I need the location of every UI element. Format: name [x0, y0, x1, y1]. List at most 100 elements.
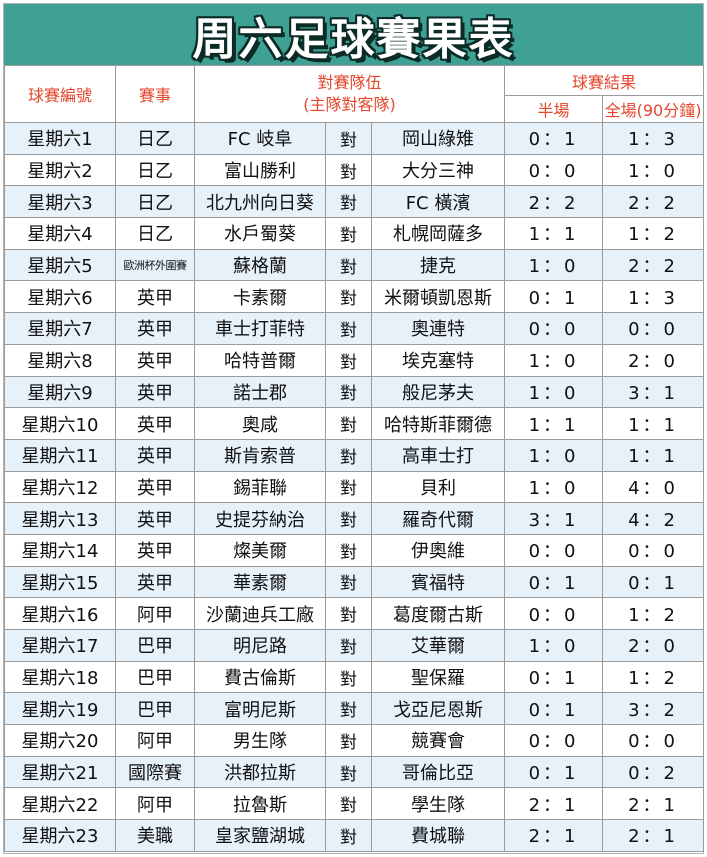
vs-cell: 對: [325, 660, 372, 694]
table-row: 星期六1 日乙 FC 岐阜對岡山綠雉 0：1 1：3: [4, 122, 705, 155]
match-no-cell: 星期六20: [4, 724, 116, 757]
event-cell: 英甲: [115, 565, 195, 599]
vs-cell: 對: [325, 629, 372, 662]
away-team-cell: 米爾頓凱恩斯: [370, 280, 506, 314]
away-team-cell: 貝利: [370, 470, 506, 504]
full-time-score-cell: 1：3: [602, 122, 705, 155]
half-time-score-cell: 0：1: [504, 280, 604, 314]
away-team-cell: 岡山綠雉: [370, 122, 506, 155]
away-team-cell: 哥倫比亞: [370, 755, 506, 789]
match-no-cell: 星期六5: [4, 248, 116, 282]
page-title: 周六足球賽果表: [192, 13, 515, 65]
home-team-cell: 洪都拉斯: [194, 755, 326, 789]
away-team-cell: 費城聯: [370, 819, 506, 852]
full-time-score-cell: 1：2: [602, 660, 705, 694]
header-result: 球賽結果: [504, 65, 705, 96]
header-teams: 對賽隊伍 (主隊對客隊): [193, 65, 506, 123]
home-team-cell: 卡素爾: [194, 280, 326, 314]
event-cell: 巴甲: [115, 692, 195, 726]
half-time-score-cell: 2：1: [504, 819, 604, 852]
vs-cell: 對: [325, 597, 372, 630]
vs-cell: 對: [325, 533, 372, 567]
results-page: 周六足球賽果表 球賽編號 賽事 對賽隊伍 (主隊對客隊) 球賽結果 半場: [3, 3, 705, 854]
match-no-cell: 星期六1: [4, 122, 116, 155]
match-no-cell: 星期六14: [4, 533, 116, 567]
event-cell: 日乙: [115, 185, 195, 219]
full-time-score-cell: 2：2: [602, 185, 705, 219]
title-banner: 周六足球賽果表: [4, 4, 703, 65]
full-time-score-cell: 2：0: [602, 629, 705, 662]
match-no-cell: 星期六19: [4, 692, 116, 726]
table-row: 星期六19 巴甲 富明尼斯對戈亞尼恩斯 0：1 3：2: [4, 692, 705, 726]
vs-cell: 對: [325, 217, 372, 250]
match-no-cell: 星期六23: [4, 819, 116, 852]
full-time-score-cell: 0：1: [602, 565, 705, 599]
match-no-cell: 星期六18: [4, 660, 116, 694]
full-time-score-cell: 0：2: [602, 755, 705, 789]
full-time-score-cell: 0：0: [602, 724, 705, 757]
header-full-time: 全場(90分鐘): [602, 95, 705, 123]
full-time-score-cell: 2：0: [602, 343, 705, 377]
away-team-cell: 奧連特: [370, 312, 506, 345]
event-cell: 阿甲: [115, 597, 195, 630]
home-team-cell: 史提芬納治: [194, 502, 326, 535]
match-no-cell: 星期六17: [4, 629, 116, 662]
full-time-score-cell: 1：3: [602, 280, 705, 314]
full-time-score-cell: 1：1: [602, 407, 705, 440]
away-team-cell: 競賽會: [370, 724, 506, 757]
table-row: 星期六15 英甲 華素爾對賓福特 0：1 0：1: [4, 565, 705, 599]
event-cell: 阿甲: [115, 787, 195, 821]
results-rows: 星期六1 日乙 FC 岐阜對岡山綠雉 0：1 1：3 星期六2 日乙 富山勝利對大分三神 0：0…: [4, 122, 705, 852]
event-cell: 英甲: [115, 438, 195, 472]
full-time-score-cell: 3：1: [602, 375, 705, 409]
half-time-score-cell: 1：0: [504, 629, 604, 662]
half-time-score-cell: 1：1: [504, 217, 604, 250]
away-team-cell: 聖保羅: [370, 660, 506, 694]
home-team-cell: 車士打菲特: [194, 312, 326, 345]
away-team-cell: 捷克: [370, 248, 506, 282]
half-time-score-cell: 0：1: [504, 122, 604, 155]
table-row: 星期六23 美職 皇家鹽湖城對費城聯 2：1 2：1: [4, 819, 705, 852]
event-cell: 日乙: [115, 153, 195, 187]
match-no-cell: 星期六12: [4, 470, 116, 504]
full-time-score-cell: 1：0: [602, 153, 705, 187]
home-team-cell: 富山勝利: [194, 153, 326, 187]
half-time-score-cell: 1：1: [504, 407, 604, 440]
away-team-cell: FC 橫濱: [370, 185, 506, 219]
vs-cell: 對: [325, 375, 372, 409]
full-time-score-cell: 4：0: [602, 470, 705, 504]
table-row: 星期六20 阿甲 男生隊對競賽會 0：0 0：0: [4, 724, 705, 757]
vs-cell: 對: [325, 153, 372, 187]
match-no-cell: 星期六22: [4, 787, 116, 821]
home-team-cell: 哈特普爾: [194, 343, 326, 377]
half-time-score-cell: 1：0: [504, 343, 604, 377]
full-time-score-cell: 2：1: [602, 787, 705, 821]
event-cell: 英甲: [115, 280, 195, 314]
match-no-cell: 星期六4: [4, 217, 116, 250]
half-time-score-cell: 0：1: [504, 565, 604, 599]
table-row: 星期六14 英甲 燦美爾對伊奧維 0：0 0：0: [4, 533, 705, 567]
away-team-cell: 戈亞尼恩斯: [370, 692, 506, 726]
away-team-cell: 般尼茅夫: [370, 375, 506, 409]
table-row: 星期六11 英甲 斯肯索普對高車士打 1：0 1：1: [4, 438, 705, 472]
match-no-cell: 星期六21: [4, 755, 116, 789]
half-time-score-cell: 3：1: [504, 502, 604, 535]
match-no-cell: 星期六15: [4, 565, 116, 599]
half-time-score-cell: 0：0: [504, 597, 604, 630]
away-team-cell: 高車士打: [370, 438, 506, 472]
vs-cell: 對: [325, 312, 372, 345]
vs-cell: 對: [325, 407, 372, 440]
home-team-cell: 錫菲聯: [194, 470, 326, 504]
home-team-cell: 奧咸: [194, 407, 326, 440]
half-time-score-cell: 0：0: [504, 153, 604, 187]
match-no-cell: 星期六3: [4, 185, 116, 219]
event-cell: 美職: [115, 819, 195, 852]
full-time-score-cell: 1：1: [602, 438, 705, 472]
vs-cell: 對: [325, 565, 372, 599]
table-row: 星期六13 英甲 史提芬納治對羅奇代爾 3：1 4：2: [4, 502, 705, 535]
table-row: 星期六6 英甲 卡素爾對米爾頓凱恩斯 0：1 1：3: [4, 280, 705, 314]
full-time-score-cell: 2：2: [602, 248, 705, 282]
table-row: 星期六12 英甲 錫菲聯對貝利 1：0 4：0: [4, 470, 705, 504]
header-match-no: 球賽編號: [4, 65, 116, 123]
home-team-cell: 沙蘭迪兵工廠: [194, 597, 326, 630]
